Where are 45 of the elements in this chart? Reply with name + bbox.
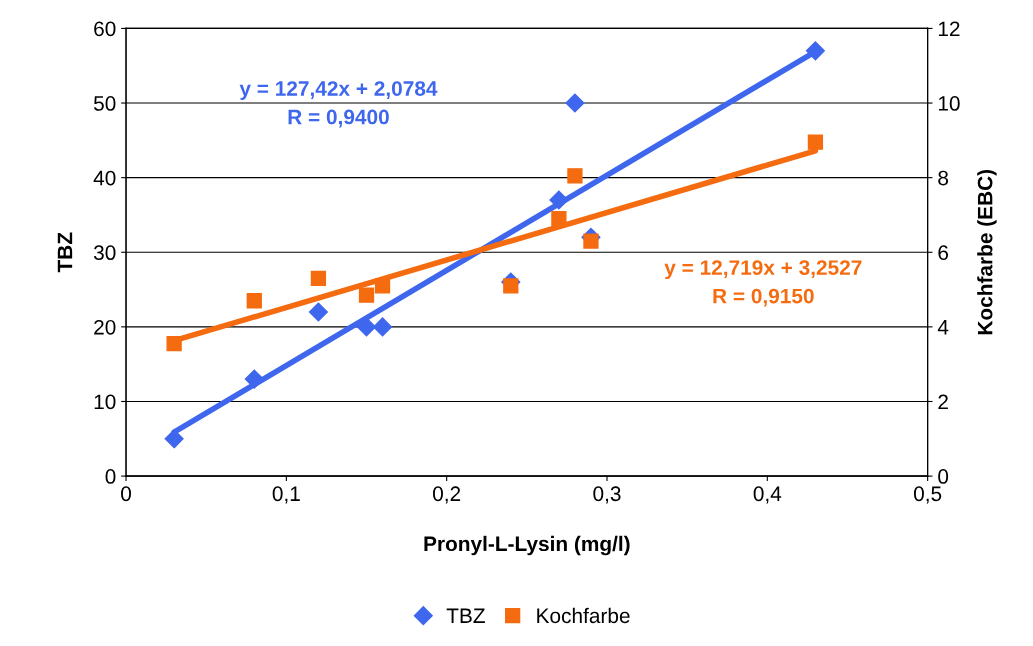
point bbox=[551, 211, 567, 227]
point bbox=[373, 317, 393, 337]
y-tick-label: 20 bbox=[94, 319, 116, 335]
y-tick-label: 10 bbox=[94, 394, 116, 410]
point bbox=[503, 278, 519, 294]
point bbox=[244, 369, 264, 389]
point bbox=[805, 41, 825, 61]
y2-tick-label: 2 bbox=[938, 394, 948, 410]
point bbox=[308, 302, 328, 322]
x-tick-label: 0,1 bbox=[272, 486, 300, 504]
y-tick-label: 40 bbox=[93, 170, 116, 186]
point bbox=[356, 317, 377, 337]
y-tick-label: 0 bbox=[105, 469, 116, 484]
x-axis-title: Pronyl-L-Lysin (mg/l) bbox=[424, 535, 630, 556]
legend-label: TBZ bbox=[446, 608, 485, 623]
y-tick-label: 60 bbox=[94, 21, 116, 37]
x-tick-label: 0,5 bbox=[913, 486, 942, 504]
point bbox=[164, 429, 184, 449]
y2-axis-title: Kochfarbe (EBC) bbox=[977, 169, 997, 335]
y-tick-label: 30 bbox=[93, 245, 116, 261]
legend-label: Kochfarbe bbox=[537, 607, 630, 624]
y-axis-title: TBZ bbox=[57, 232, 73, 273]
annotation: y = 127,42x + 2,0784 R = 0,9400 bbox=[239, 81, 438, 128]
x-tick-label: 0,2 bbox=[433, 486, 461, 504]
x-tick-label: 0 bbox=[121, 486, 131, 502]
y2-tick-label: 6 bbox=[938, 245, 949, 261]
y2-tick-label: 0 bbox=[938, 469, 949, 484]
point bbox=[166, 336, 182, 352]
point bbox=[567, 168, 583, 184]
x-tick-label: 0,4 bbox=[753, 486, 782, 504]
point bbox=[549, 190, 569, 210]
y2-tick-label: 8 bbox=[938, 170, 949, 186]
point bbox=[374, 278, 391, 294]
point bbox=[565, 93, 585, 113]
point bbox=[246, 293, 262, 309]
point bbox=[807, 134, 824, 150]
x-tick-label: 0,3 bbox=[593, 486, 621, 504]
point bbox=[358, 287, 375, 303]
y2-tick-label: 4 bbox=[937, 320, 949, 335]
point bbox=[310, 270, 327, 287]
point bbox=[583, 233, 599, 249]
y-tick-label: 50 bbox=[93, 96, 116, 111]
y2-tick-label: 10 bbox=[938, 96, 960, 111]
annotation: y = 12,719x + 3,2527 R = 0,9150 bbox=[664, 260, 862, 307]
y2-tick-label: 12 bbox=[938, 21, 960, 36]
